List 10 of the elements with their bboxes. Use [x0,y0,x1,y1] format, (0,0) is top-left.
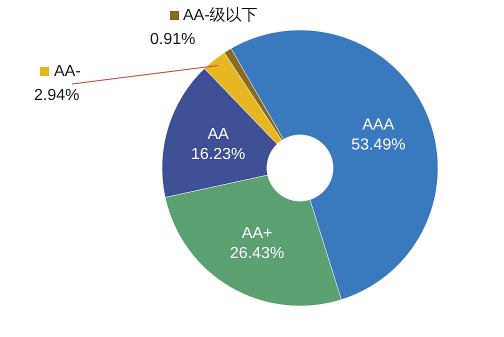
legend-label: AA- [54,63,81,80]
data-label: 26.43% [230,244,284,262]
data-label: 16.23% [191,146,246,164]
slice-label: AA+ [242,224,272,242]
data-label: 53.49% [351,136,406,154]
slice-label: AA [207,126,230,144]
slice-label: AAA [362,116,395,134]
legend-label: AA-级以下 [183,6,258,24]
data-label: 0.91% [150,31,196,48]
data-label: 2.94% [34,87,80,104]
